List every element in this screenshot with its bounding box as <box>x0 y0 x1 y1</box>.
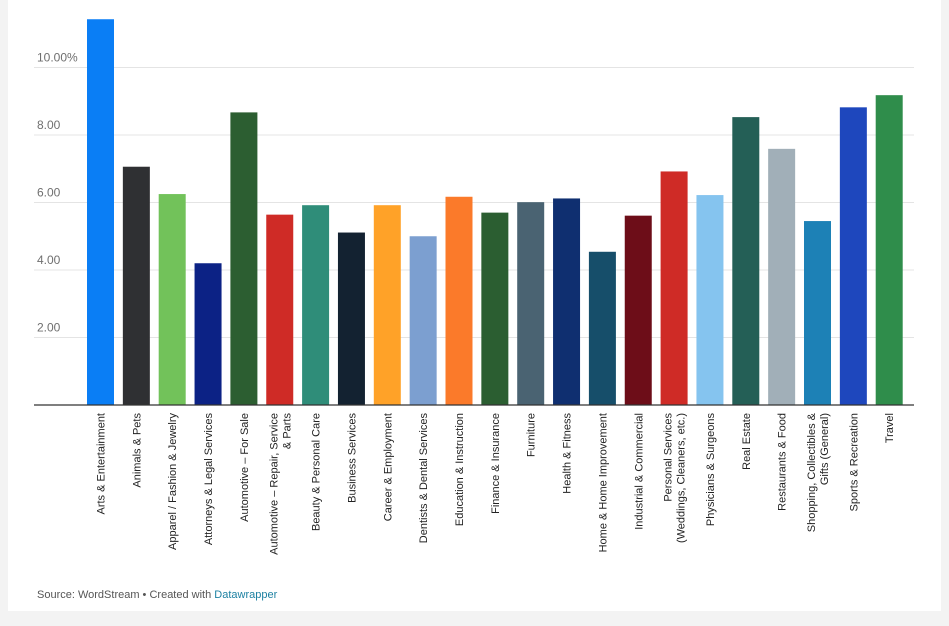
category-label: Attorneys & Legal Services <box>203 413 215 546</box>
category-label: Animals & Pets <box>131 413 143 488</box>
category-label: Real Estate <box>741 413 753 470</box>
category-label: (Weddings, Cleaners, etc.) <box>676 413 688 543</box>
category-label: Dentists & Dental Services <box>418 413 430 544</box>
category-label: Home & Home Improvement <box>597 413 609 552</box>
bar-chart: 2.00 4.00 6.00 8.00 10.00% Arts & Entertainm… <box>34 19 914 555</box>
category-label: Physicians & Surgeons <box>705 413 717 527</box>
bar <box>409 236 437 405</box>
y-axis-ticks: 2.00 4.00 6.00 8.00 10.00% <box>37 51 78 335</box>
bar <box>875 95 903 406</box>
bar <box>337 232 365 405</box>
y-tick-label: 8.00 <box>37 118 61 132</box>
category-label: Finance & Insurance <box>490 413 502 514</box>
bar <box>660 171 688 405</box>
y-tick-label: 4.00 <box>37 253 61 267</box>
bar <box>624 215 652 405</box>
bar <box>481 212 509 405</box>
category-label: Sports & Recreation <box>848 413 860 511</box>
bar <box>696 195 724 405</box>
category-label: Automotive – Repair, Service <box>268 413 280 555</box>
x-axis-labels: Arts & Entertainment Animals & Pets Appare… <box>96 412 897 555</box>
bar <box>839 107 867 405</box>
category-label: Furniture <box>526 413 538 457</box>
bar <box>732 117 760 406</box>
category-label: & Parts <box>281 413 293 450</box>
bar <box>804 221 831 405</box>
category-label: Business Services <box>346 413 358 503</box>
category-label: Industrial & Commercial <box>633 413 645 530</box>
category-label: Beauty & Personal Care <box>311 413 323 531</box>
category-label: Gifts (General) <box>819 413 831 485</box>
category-label: Career & Employment <box>382 413 394 521</box>
bar <box>768 148 796 405</box>
category-label: Travel <box>884 413 896 443</box>
bar <box>445 196 473 405</box>
chart-card: 2.00 4.00 6.00 8.00 10.00% Arts & Entertainm… <box>8 0 941 611</box>
bar <box>122 166 150 405</box>
bar <box>87 19 114 406</box>
category-label: Restaurants & Food <box>777 413 789 511</box>
bar <box>517 202 545 405</box>
bars <box>87 19 903 406</box>
category-label: Education & Instruction <box>454 413 466 526</box>
bar <box>158 194 186 405</box>
bar <box>553 198 581 405</box>
source-note: Source: WordStream • Created with <box>37 589 215 601</box>
chart-footer: Source: WordStream • Created with Datawr… <box>37 589 277 601</box>
datawrapper-link[interactable]: Datawrapper <box>214 589 278 601</box>
category-label: Automotive – For Sale <box>239 413 251 522</box>
category-label: Arts & Entertainment <box>96 413 108 515</box>
y-tick-label: 10.00% <box>37 51 78 65</box>
bar <box>194 263 222 405</box>
bar <box>266 214 294 405</box>
category-label: Apparel / Fashion & Jewelry <box>167 413 179 550</box>
category-label: Shopping, Collectibles & <box>806 412 818 532</box>
bar <box>373 205 401 405</box>
bar <box>302 205 330 405</box>
bar <box>588 251 616 405</box>
y-tick-label: 2.00 <box>37 321 61 335</box>
y-tick-label: 6.00 <box>37 186 61 200</box>
category-label: Health & Fitness <box>562 413 574 494</box>
bar <box>230 112 258 405</box>
category-label: Personal Services <box>663 413 675 502</box>
